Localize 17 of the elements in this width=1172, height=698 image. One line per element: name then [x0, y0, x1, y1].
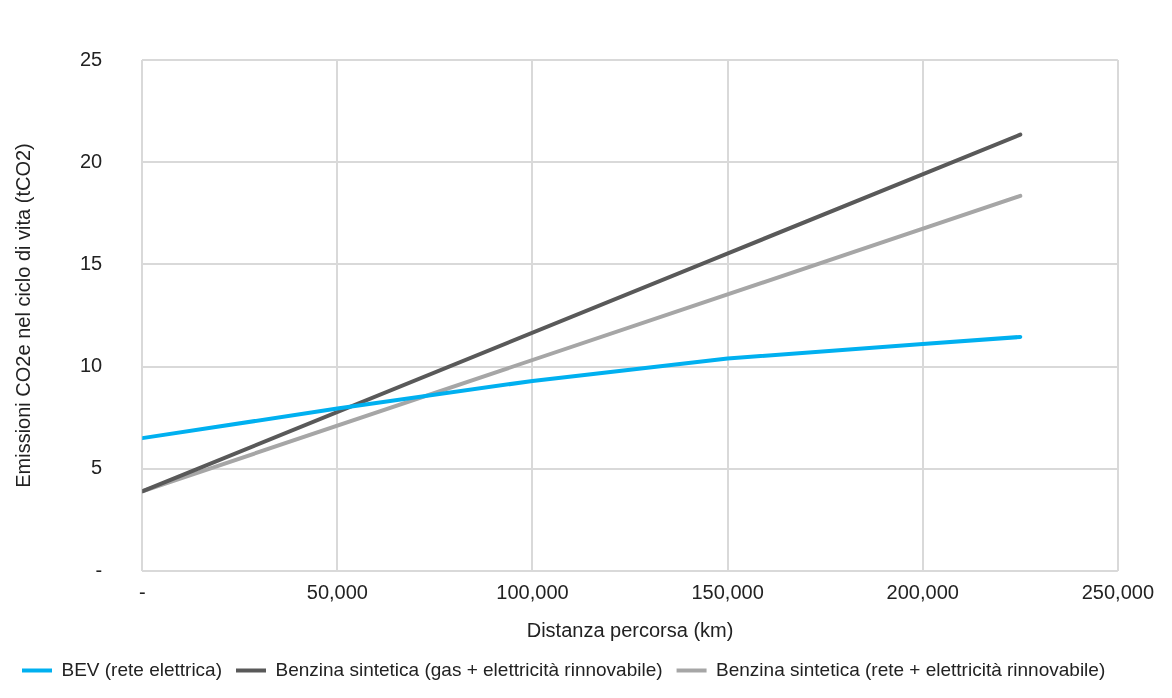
y-tick-label: 25 — [80, 47, 103, 70]
legend-label: Benzina sintetica (gas + elettricità rinnovabile) — [275, 658, 663, 680]
x-tick-label: 250,000 — [1081, 580, 1154, 603]
y-tick-label: 20 — [80, 149, 103, 172]
legend-label: BEV (rete elettrica) — [61, 658, 222, 680]
y-axis-title: Emissioni CO2e nel ciclo di vita (tCO2) — [11, 143, 34, 488]
x-axis-title: Distanza percorsa (km) — [526, 618, 734, 641]
y-tick-label: 5 — [91, 456, 103, 479]
y-tick-label: 10 — [80, 354, 103, 377]
x-tick-label: - — [138, 580, 146, 603]
x-tick-label: 100,000 — [496, 580, 569, 603]
x-tick-label: 200,000 — [886, 580, 959, 603]
y-tick-label: 15 — [80, 251, 103, 274]
x-tick-label: 50,000 — [306, 580, 368, 603]
legend-label: Benzina sintetica (rete + elettricità rinnovabile) — [716, 658, 1106, 680]
y-tick-label: - — [95, 558, 103, 581]
x-tick-label: 150,000 — [691, 580, 764, 603]
